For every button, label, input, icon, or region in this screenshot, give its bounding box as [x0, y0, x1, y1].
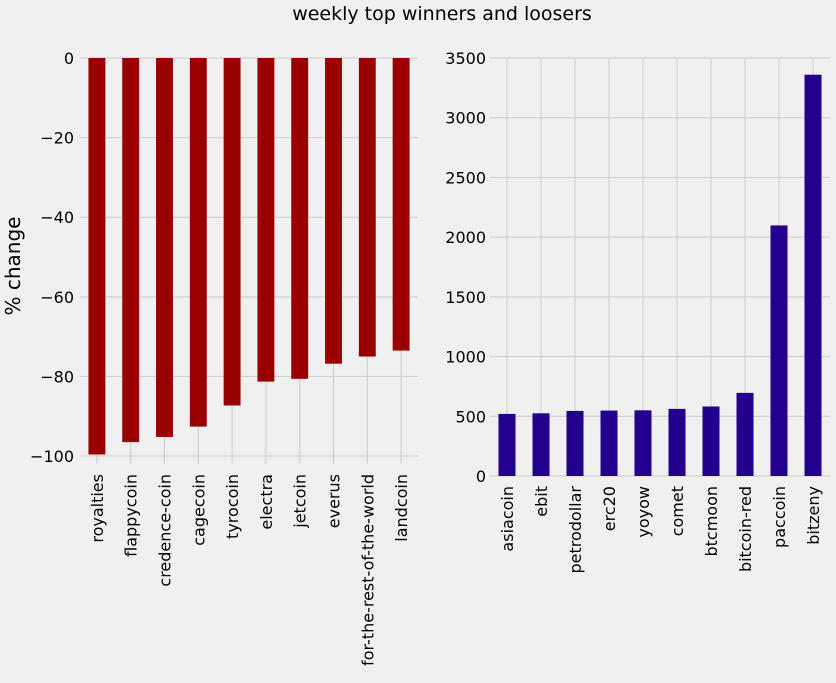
losers-x-tick-label: everus [325, 474, 344, 528]
losers-bar-credence-coin [156, 58, 173, 437]
winners-bar-bitzeny [804, 74, 822, 476]
winners-x-tick-label: paccoin [770, 486, 789, 548]
losers-y-tick-label: −40 [40, 208, 74, 227]
losers-bar-for-the-rest-of-the-world [358, 58, 376, 357]
losers-y-axis-label: % change [1, 217, 25, 316]
losers-bar-electra [257, 58, 275, 382]
losers-y-tick-label: −80 [40, 367, 74, 386]
winners-x-tick-label: bitcoin-red [736, 486, 755, 572]
winners-chart: 0 500 1000 1500 2000 2500 3000 3500 asiacoin ebi… [445, 49, 830, 574]
losers-bar-tyrocoin [223, 58, 241, 406]
winners-x-tick-label: erc20 [600, 486, 619, 531]
losers-x-tick-label: electra [257, 474, 276, 530]
winners-y-tick-label: 1000 [445, 348, 486, 367]
losers-x-tick-label: tyrocoin [223, 474, 242, 539]
winners-bar-bitcoin-red [736, 392, 754, 476]
losers-bar-jetcoin [291, 58, 309, 379]
winners-y-tick-label: 3000 [445, 109, 486, 128]
winners-bar-erc20 [600, 410, 618, 476]
winners-bar-yoyow [634, 410, 652, 476]
winners-x-tick-label: petrodollar [566, 486, 585, 574]
winners-bar-comet [668, 408, 686, 476]
losers-x-tick-label: flappycoin [122, 474, 141, 557]
winners-bar-petrodollar [566, 410, 584, 476]
losers-x-tick-label: cagecoin [189, 474, 208, 546]
winners-bar-paccoin [770, 225, 788, 476]
winners-y-tick-label: 0 [476, 467, 486, 486]
winners-x-tick-label: yoyow [634, 486, 653, 538]
winners-y-tick-label: 3500 [445, 49, 486, 68]
winners-x-tick-label: asiacoin [498, 486, 517, 552]
losers-x-tick-label: landcoin [392, 474, 411, 542]
winners-x-tick-label: bitzeny [804, 486, 823, 545]
winners-x-tick-label: ebit [532, 486, 551, 517]
winners-bar-ebit [532, 413, 550, 476]
winners-bar-btcmoon [702, 406, 720, 476]
losers-x-tick-label: credence-coin [156, 474, 175, 587]
losers-x-tick-label: jetcoin [291, 474, 310, 529]
losers-bar-flappycoin [122, 58, 140, 443]
losers-bar-royalties [88, 58, 106, 455]
losers-bar-everus [325, 58, 342, 364]
losers-bar-cagecoin [189, 58, 207, 427]
losers-y-tick-label: 0 [64, 49, 74, 68]
losers-x-tick-label: royalties [88, 474, 107, 543]
losers-bar-landcoin [392, 58, 410, 351]
losers-chart: 0 −20 −40 −60 −80 −100 royalties flappycoin cre… [1, 49, 418, 666]
figure-title: weekly top winners and loosers [292, 3, 592, 25]
winners-y-tick-label: 1500 [445, 288, 486, 307]
winners-bar-asiacoin [498, 413, 516, 476]
losers-y-tick-label: −100 [30, 447, 74, 466]
winners-x-tick-label: comet [668, 486, 687, 536]
winners-y-tick-label: 2000 [445, 228, 486, 247]
losers-y-tick-label: −20 [40, 129, 74, 148]
losers-y-tick-label: −60 [40, 288, 74, 307]
losers-x-tick-label: for-the-rest-of-the-world [358, 474, 377, 666]
winners-x-tick-label: btcmoon [702, 486, 721, 557]
winners-y-tick-label: 500 [455, 407, 486, 426]
winners-y-tick-label: 2500 [445, 168, 486, 187]
